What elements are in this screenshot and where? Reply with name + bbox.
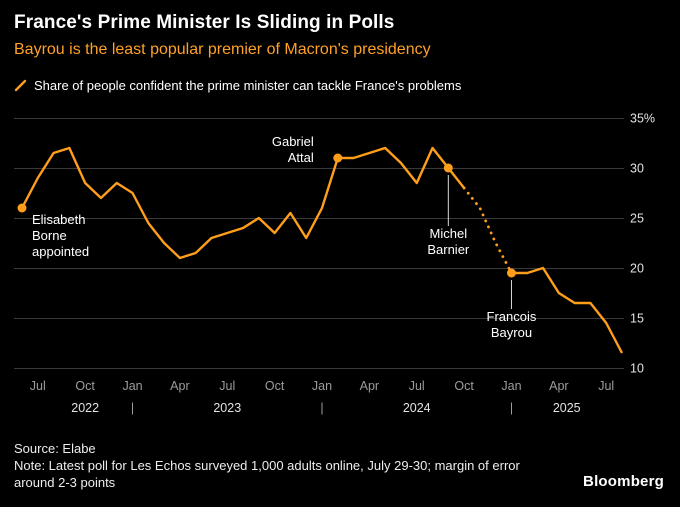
poll-line-solid	[511, 266, 624, 354]
y-axis-tick-label: 35%	[630, 112, 655, 126]
x-axis-year-label: 2022	[71, 401, 99, 415]
y-axis-tick-label: 10	[630, 362, 644, 376]
line-series-marker-icon	[14, 79, 27, 92]
data-point-marker	[443, 163, 453, 173]
chart-subtitle: Bayrou is the least popular premier of M…	[14, 41, 431, 58]
x-axis-tick-label: Jan	[501, 379, 521, 393]
x-axis-tick-label: Oct	[75, 379, 95, 393]
chart-title: France's Prime Minister Is Sliding in Po…	[14, 12, 395, 33]
source-text: Source: Elabe	[14, 441, 96, 456]
poll-line-dashed	[462, 186, 513, 275]
annotation-label: Elisabeth Borne appointed	[32, 212, 89, 259]
x-axis-tick-label: Apr	[360, 379, 379, 393]
note-text: Note: Latest poll for Les Echos surveyed…	[14, 458, 520, 490]
legend: Share of people confident the prime mini…	[14, 78, 461, 93]
x-axis-year-label: 2025	[553, 401, 581, 415]
x-axis-tick-label: Jul	[409, 379, 425, 393]
x-axis-year-separator: |	[131, 401, 134, 415]
x-axis-year-label: 2023	[213, 401, 241, 415]
x-axis-tick-label: Jul	[30, 379, 46, 393]
data-point-marker	[506, 268, 516, 278]
annotation-label: Francois Bayrou	[487, 309, 537, 340]
data-point-marker	[17, 203, 27, 213]
x-axis-tick-label: Jan	[122, 379, 142, 393]
footer: Source: Elabe Note: Latest poll for Les …	[14, 440, 554, 491]
y-axis-tick-label: 25	[630, 212, 644, 226]
x-axis-year-separator: |	[510, 401, 513, 415]
y-axis-tick-label: 15	[630, 312, 644, 326]
annotation-label: Gabriel Attal	[272, 134, 314, 165]
legend-label: Share of people confident the prime mini…	[34, 78, 462, 93]
x-axis-year-separator: |	[320, 401, 323, 415]
bloomberg-logo: Bloomberg	[583, 473, 664, 490]
y-axis-tick-label: 20	[630, 262, 644, 276]
x-axis-tick-label: Jul	[219, 379, 235, 393]
annotation-label: Michel Barnier	[427, 226, 470, 257]
x-axis-tick-label: Apr	[549, 379, 568, 393]
y-axis-tick-label: 30	[630, 162, 644, 176]
x-axis-tick-label: Oct	[454, 379, 474, 393]
x-axis-year-label: 2024	[403, 401, 431, 415]
line-chart: 35% 30 25 20 15 10 Elisabeth Borne appointed Gabr…	[14, 112, 655, 415]
data-point-marker	[333, 153, 343, 163]
poll-line-solid	[20, 146, 466, 260]
x-axis-tick-label: Apr	[170, 379, 189, 393]
x-axis-tick-label: Jul	[598, 379, 614, 393]
x-axis-tick-label: Jan	[312, 379, 332, 393]
x-axis-tick-label: Oct	[265, 379, 285, 393]
